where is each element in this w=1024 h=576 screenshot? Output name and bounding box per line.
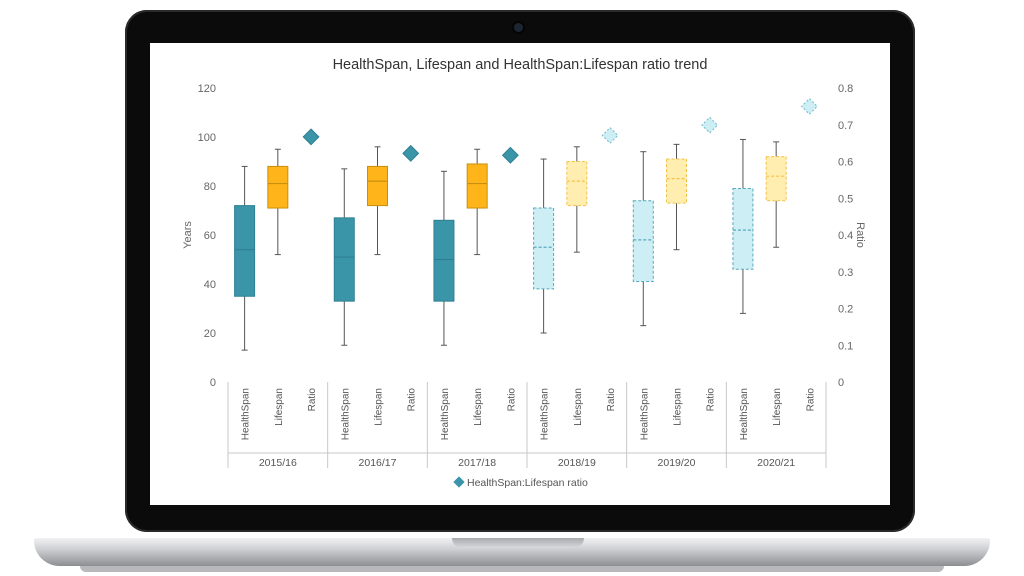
boxplot-chart: HealthSpan, Lifespan and HealthSpan:Life…	[182, 57, 866, 489]
ratio-diamond-marker	[302, 128, 320, 146]
lifespan-box	[566, 161, 588, 207]
healthspan-box	[632, 200, 654, 283]
y-tick-label: 40	[204, 279, 216, 291]
legend: HealthSpan:Lifespan ratio	[453, 476, 588, 489]
subcategory-label: HealthSpan	[739, 388, 750, 440]
laptop-screen: HealthSpan, Lifespan and HealthSpan:Life…	[150, 43, 890, 505]
subcategory-label: HealthSpan	[241, 388, 252, 440]
subcategory-label: Lifespan	[772, 388, 783, 426]
category-label: 2018/19	[558, 457, 596, 469]
legend-diamond-marker	[453, 476, 465, 488]
category-label: 2020/21	[757, 457, 795, 469]
y-tick-label: 80	[204, 181, 216, 193]
y2-axis-label: Ratio	[854, 222, 866, 248]
y2-tick-label: 0.6	[838, 157, 853, 169]
subcategory-label: Ratio	[307, 388, 318, 412]
healthspan-box	[433, 219, 455, 302]
category-labels-layer: HealthSpan Lifespan Ratio 2015/16 HealthSpan…	[227, 382, 827, 469]
y2-tick-label: 0.4	[838, 230, 853, 242]
subcategory-label: Ratio	[805, 388, 816, 412]
subcategory-label: Lifespan	[374, 388, 385, 426]
healthspan-box	[732, 187, 754, 270]
subcategory-label: Lifespan	[573, 388, 584, 426]
subcategory-label: Ratio	[407, 388, 418, 412]
healthspan-box	[234, 205, 256, 297]
subcategory-label: HealthSpan	[440, 388, 451, 440]
subcategory-label: Ratio	[506, 388, 517, 412]
subcategory-label: HealthSpan	[340, 388, 351, 440]
ratio-diamond-marker	[501, 146, 519, 164]
subcategory-label: Lifespan	[274, 388, 285, 426]
lifespan-box	[666, 158, 687, 204]
laptop-base-shadow	[80, 566, 944, 572]
lifespan-box	[267, 165, 289, 209]
subcategory-label: Lifespan	[473, 388, 484, 426]
chart-title: HealthSpan, Lifespan and HealthSpan:Life…	[333, 57, 708, 73]
y-tick-label: 0	[210, 377, 216, 389]
lifespan-box	[765, 156, 787, 202]
subcategory-label: Lifespan	[673, 388, 684, 426]
y-axis-label: Years	[182, 221, 194, 249]
y2-tick-label: 0.7	[838, 120, 853, 132]
subcategory-label: HealthSpan	[639, 388, 650, 440]
y2-tick-label: 0.5	[838, 193, 853, 205]
ratio-diamond-marker	[402, 144, 420, 162]
subcategory-label: HealthSpan	[540, 388, 551, 440]
ratio-markers-layer	[302, 97, 818, 164]
y2-tick-label: 0.2	[838, 304, 853, 316]
axes-layer: 0 20 40 60 80 100 120 0 0.1 0.2 0.3 0.4 0.5 0.6 0.7 0.8…	[182, 83, 866, 389]
camera-icon	[514, 23, 523, 32]
y-tick-label: 100	[198, 132, 216, 144]
y2-tick-label: 0.8	[838, 83, 853, 95]
lifespan-box	[466, 163, 488, 209]
y-tick-label: 20	[204, 328, 216, 340]
boxes-layer	[234, 138, 787, 351]
category-label: 2017/18	[458, 457, 496, 469]
y-tick-label: 120	[198, 83, 216, 95]
category-label: 2015/16	[259, 457, 297, 469]
lifespan-box	[367, 165, 388, 207]
ratio-diamond-marker	[800, 97, 818, 115]
y2-tick-label: 0	[838, 377, 844, 389]
category-label: 2016/17	[359, 457, 397, 469]
legend-label: HealthSpan:Lifespan ratio	[467, 477, 588, 489]
ratio-diamond-marker	[701, 116, 719, 134]
ratio-diamond-marker	[601, 126, 619, 144]
y-tick-label: 60	[204, 230, 216, 242]
y2-tick-label: 0.3	[838, 267, 853, 279]
y2-tick-label: 0.1	[838, 340, 853, 352]
laptop-hinge-notch	[452, 538, 584, 548]
healthspan-box	[533, 207, 555, 290]
healthspan-box	[333, 217, 355, 302]
category-label: 2019/20	[658, 457, 696, 469]
subcategory-label: Ratio	[606, 388, 617, 412]
subcategory-label: Ratio	[706, 388, 717, 412]
